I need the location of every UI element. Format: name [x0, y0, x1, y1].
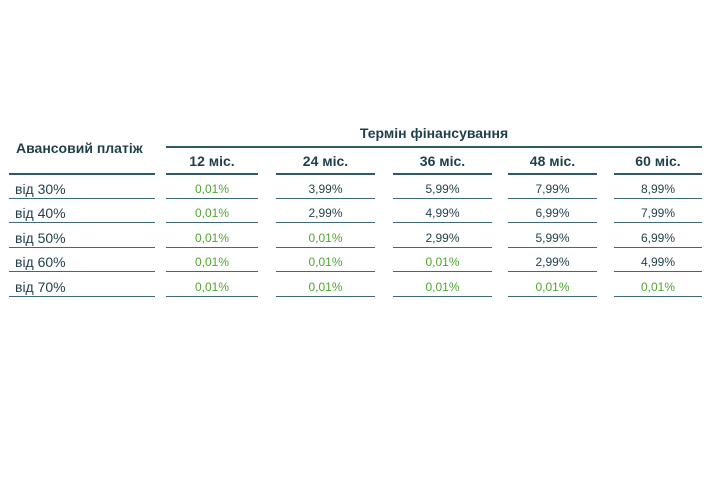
rate-cell: 7,99%: [640, 206, 676, 220]
rate-cell: 0,01%: [194, 182, 230, 196]
row-divider: [166, 296, 258, 297]
row-divider: [166, 271, 258, 272]
row-divider: [9, 247, 155, 248]
column-header-1: 12 міс.: [189, 153, 235, 169]
row-divider: [614, 198, 702, 199]
rate-cell: 0,01%: [425, 255, 460, 269]
row-divider: [9, 296, 155, 297]
financing-term-header: Термін фінансування: [359, 125, 509, 141]
row-divider: [393, 222, 492, 223]
row-divider: [9, 222, 155, 223]
row-divider: [276, 198, 375, 199]
row-divider: [9, 198, 155, 199]
row-divider: [276, 222, 375, 223]
down-payment-header: Авансовий платіж: [16, 140, 143, 156]
term-header-divider: [166, 146, 702, 148]
row-divider: [508, 296, 597, 297]
rate-cell: 0,01%: [640, 280, 676, 294]
rate-cell: 8,99%: [640, 182, 676, 196]
rate-cell: 4,99%: [640, 255, 676, 269]
rate-cell: 5,99%: [425, 182, 460, 196]
column-header-divider-2: [276, 173, 375, 175]
row-divider: [614, 296, 702, 297]
rate-cell: 0,01%: [194, 206, 230, 220]
column-header-divider-1: [166, 173, 258, 175]
rate-cell: 4,99%: [425, 206, 460, 220]
rate-cell: 0,01%: [535, 280, 570, 294]
rate-cell: 0,01%: [425, 280, 460, 294]
column-header-divider-4: [508, 173, 597, 175]
row-divider: [614, 222, 702, 223]
column-header-2: 24 міс.: [302, 153, 349, 169]
column-header-5: 60 міс.: [635, 153, 681, 169]
column-header-divider-5: [614, 173, 702, 175]
row-label: від 70%: [15, 279, 66, 295]
row-divider: [508, 198, 597, 199]
rate-cell: 0,01%: [194, 255, 230, 269]
row-label: від 60%: [15, 254, 66, 270]
row-divider: [166, 198, 258, 199]
rate-cell: 0,01%: [308, 280, 343, 294]
row-divider: [508, 222, 597, 223]
row-divider: [276, 296, 375, 297]
row-divider: [614, 247, 702, 248]
rate-cell: 0,01%: [194, 280, 230, 294]
rate-cell: 7,99%: [535, 182, 570, 196]
row-divider: [508, 247, 597, 248]
column-header-divider-3: [393, 173, 492, 175]
rate-cell: 2,99%: [308, 206, 343, 220]
row-divider: [276, 271, 375, 272]
rate-cell: 5,99%: [535, 231, 570, 245]
row-divider: [393, 271, 492, 272]
rate-cell: 2,99%: [535, 255, 570, 269]
row-label: від 30%: [15, 181, 66, 197]
row-divider: [9, 271, 155, 272]
row-label: від 40%: [15, 205, 66, 221]
rate-cell: 3,99%: [308, 182, 343, 196]
row-divider: [508, 271, 597, 272]
row-divider: [166, 247, 258, 248]
row-divider: [393, 198, 492, 199]
rate-cell: 0,01%: [194, 231, 230, 245]
column-header-3: 36 міс.: [419, 153, 466, 169]
row-divider: [166, 222, 258, 223]
rate-cell: 6,99%: [535, 206, 570, 220]
row-divider: [614, 271, 702, 272]
row-divider: [276, 247, 375, 248]
row-label: від 50%: [15, 230, 66, 246]
rate-cell: 0,01%: [308, 255, 343, 269]
rate-cell: 6,99%: [640, 231, 676, 245]
rate-cell: 2,99%: [425, 231, 460, 245]
column-header-4: 48 міс.: [529, 153, 576, 169]
row-divider: [393, 296, 492, 297]
rate-cell: 0,01%: [308, 231, 343, 245]
label-header-divider: [9, 173, 155, 175]
row-divider: [393, 247, 492, 248]
